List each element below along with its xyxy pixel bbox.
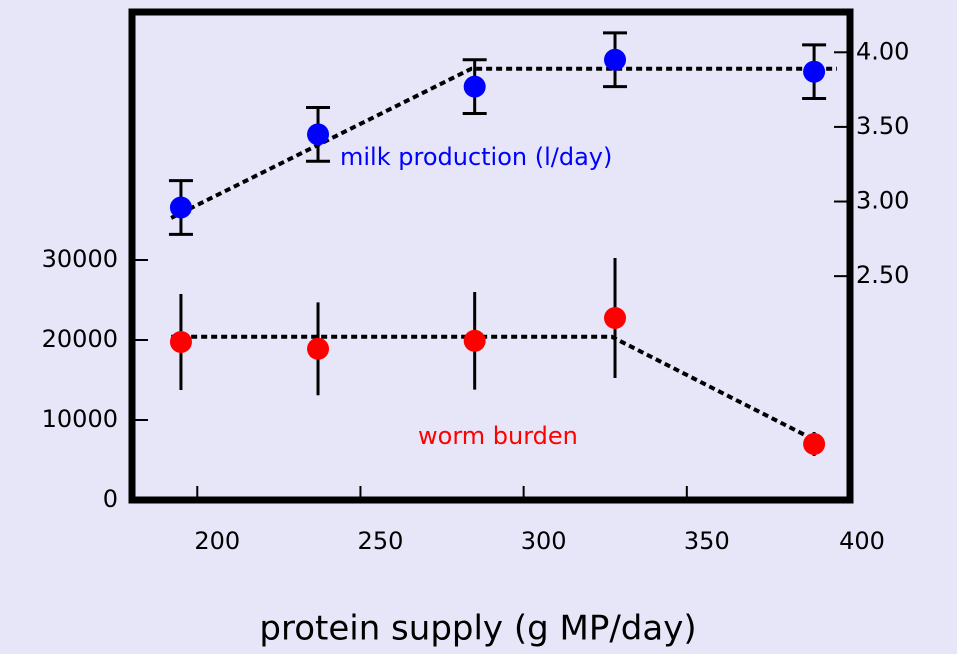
y2-tick-label: 3.00 [856,187,909,215]
point [803,433,826,455]
y-tick-label: 20000 [42,325,118,353]
point [463,75,486,98]
x-tick-label: 400 [839,527,885,555]
x-tick-label: 300 [521,527,567,555]
series-label: worm burden [418,422,578,450]
fit-line [171,334,812,440]
x-axis-label: protein supply (g MP/day) [259,609,696,649]
point [169,331,192,353]
y-tick-label: 30000 [42,245,118,273]
point [169,196,192,219]
x-tick-label: 350 [684,527,730,555]
plot-frame [128,8,854,504]
series-label: milk production (l/day) [340,143,612,171]
y2-tick-label: 3.50 [856,112,909,140]
fit-line [170,66,837,220]
y2-tick-label: 2.50 [856,261,909,289]
point [604,307,627,329]
point [803,60,826,83]
y2-tick-label: 4.00 [856,37,909,65]
point [307,123,330,146]
x-tick-label: 250 [358,527,404,555]
x-tick-label: 200 [194,527,240,555]
point [307,337,330,360]
y-tick-label: 10000 [42,405,118,433]
y-tick-label: 0 [103,485,118,513]
point [463,329,486,352]
point [604,48,627,71]
